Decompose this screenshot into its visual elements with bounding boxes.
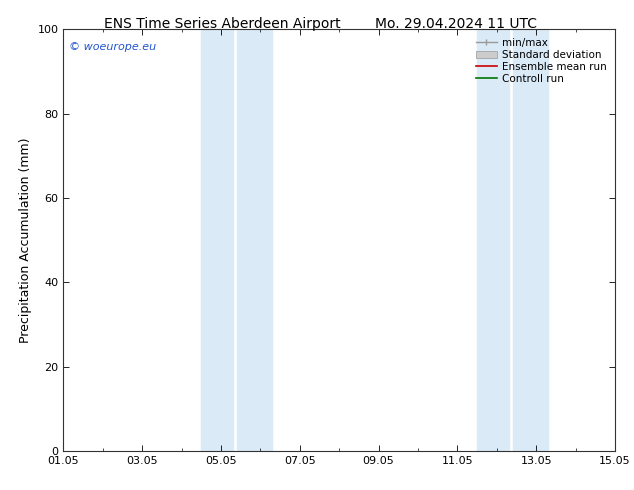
Text: Mo. 29.04.2024 11 UTC: Mo. 29.04.2024 11 UTC [375, 17, 538, 31]
Legend: min/max, Standard deviation, Ensemble mean run, Controll run: min/max, Standard deviation, Ensemble me… [473, 35, 610, 87]
Bar [202, 29, 233, 451]
Bar [477, 29, 508, 451]
Text: ENS Time Series Aberdeen Airport: ENS Time Series Aberdeen Airport [103, 17, 340, 31]
Bar [236, 29, 272, 451]
Bar [512, 29, 548, 451]
Text: © woeurope.eu: © woeurope.eu [69, 42, 156, 52]
Y-axis label: Precipitation Accumulation (mm): Precipitation Accumulation (mm) [19, 137, 32, 343]
